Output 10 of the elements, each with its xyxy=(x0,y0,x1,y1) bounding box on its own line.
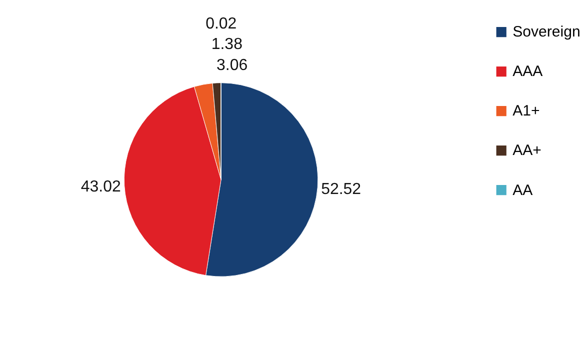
legend-label: Sovereign xyxy=(512,24,580,41)
data-label: 0.02 xyxy=(206,15,237,32)
data-label: 3.06 xyxy=(216,57,248,74)
legend-label: A1+ xyxy=(512,102,540,120)
legend-label: AAA xyxy=(512,63,543,80)
legend-label: AA xyxy=(512,182,533,199)
legend-label: AA+ xyxy=(512,142,542,160)
data-label: 1.38 xyxy=(211,36,243,54)
data-label: 43.02 xyxy=(80,178,121,196)
data-label: 52.52 xyxy=(321,180,362,198)
